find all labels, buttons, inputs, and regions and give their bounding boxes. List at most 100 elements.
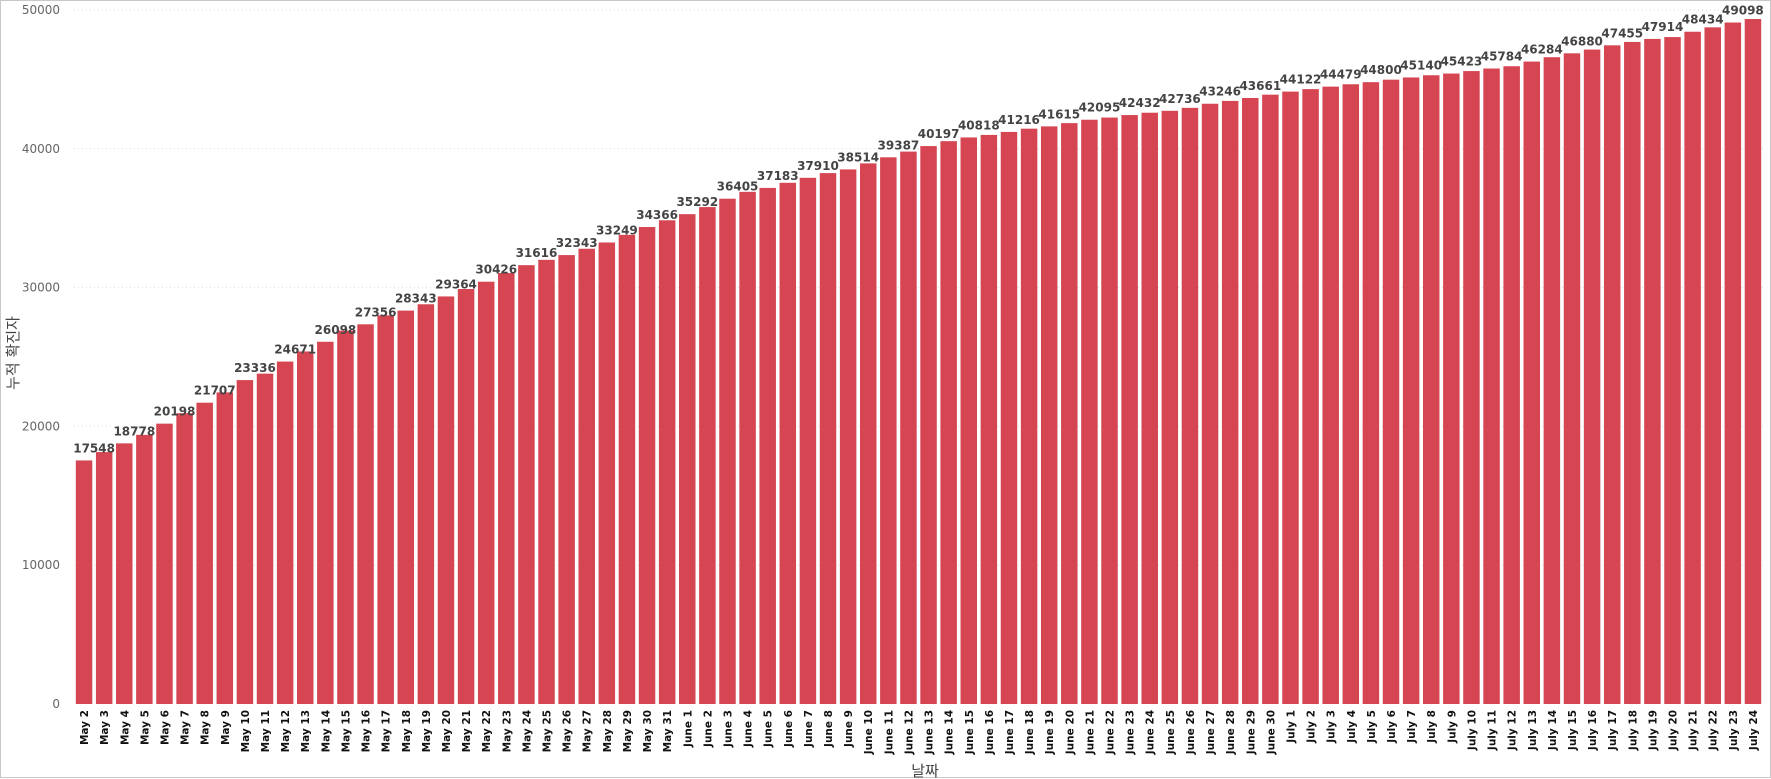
x-tick-label: May 25 bbox=[542, 710, 554, 752]
bar bbox=[457, 288, 475, 704]
data-label: 43661 bbox=[1239, 79, 1281, 93]
x-tick-label: July 20 bbox=[1668, 710, 1680, 751]
bar bbox=[1201, 103, 1219, 704]
data-label: 42432 bbox=[1119, 96, 1161, 110]
bar bbox=[1543, 57, 1561, 704]
x-tick-label: July 7 bbox=[1406, 710, 1418, 744]
x-tick-label: July 5 bbox=[1366, 710, 1378, 744]
x-axis-ticks: May 2 May 3 May 4 May 5 May 6 May 7 May 8 May 9… bbox=[79, 710, 1760, 755]
bar bbox=[819, 173, 837, 705]
data-label: 42095 bbox=[1079, 101, 1121, 115]
x-tick-label: June 21 bbox=[1084, 710, 1096, 755]
x-tick-label: May 29 bbox=[622, 710, 634, 752]
bar bbox=[1141, 112, 1158, 705]
x-tick-label: June 20 bbox=[1064, 710, 1076, 755]
x-tick-label: June 5 bbox=[763, 710, 775, 748]
data-label: 36405 bbox=[717, 180, 759, 194]
x-tick-label: July 6 bbox=[1386, 710, 1398, 744]
x-tick-label: May 9 bbox=[220, 710, 232, 745]
data-label: 27356 bbox=[355, 305, 397, 319]
bar bbox=[538, 259, 555, 704]
x-tick-label: May 24 bbox=[521, 710, 533, 752]
x-tick-label: July 9 bbox=[1446, 710, 1458, 744]
bar bbox=[1603, 45, 1621, 705]
bar bbox=[1523, 61, 1541, 705]
data-label: 47455 bbox=[1601, 26, 1643, 40]
data-label: 47914 bbox=[1642, 20, 1684, 34]
bar bbox=[1402, 77, 1420, 705]
x-tick-label: July 8 bbox=[1426, 710, 1438, 744]
bar bbox=[1624, 41, 1641, 704]
x-tick-label: July 1 bbox=[1285, 710, 1297, 744]
data-label: 44479 bbox=[1320, 68, 1362, 82]
bar bbox=[1342, 84, 1360, 705]
x-tick-label: May 5 bbox=[139, 710, 151, 745]
bar bbox=[618, 234, 636, 704]
data-label: 28343 bbox=[395, 292, 437, 306]
x-tick-label: May 6 bbox=[159, 710, 171, 745]
data-label: 46880 bbox=[1561, 34, 1603, 48]
x-tick-label: June 18 bbox=[1024, 710, 1036, 755]
y-tick-label: 20000 bbox=[22, 419, 60, 433]
data-label: 33249 bbox=[596, 224, 638, 238]
bar bbox=[1644, 38, 1661, 705]
bar bbox=[95, 452, 113, 704]
data-label: 45140 bbox=[1400, 58, 1442, 72]
x-axis-title: 날짜 bbox=[911, 762, 939, 779]
x-tick-label: May 28 bbox=[602, 710, 614, 752]
bar bbox=[799, 177, 817, 704]
bar bbox=[1020, 128, 1038, 704]
y-tick-label: 40000 bbox=[22, 142, 60, 156]
bar bbox=[417, 304, 435, 704]
bar bbox=[1503, 66, 1520, 705]
bar bbox=[739, 191, 756, 704]
x-tick-label: July 13 bbox=[1527, 710, 1539, 751]
bar bbox=[1262, 94, 1279, 705]
bar bbox=[1221, 100, 1239, 704]
data-label: 43246 bbox=[1199, 85, 1241, 99]
data-label: 20198 bbox=[154, 405, 196, 419]
x-tick-label: June 1 bbox=[682, 710, 694, 748]
data-label: 37183 bbox=[757, 169, 799, 183]
bar bbox=[1443, 73, 1460, 705]
data-label: 49098 bbox=[1722, 4, 1764, 18]
x-tick-label: June 12 bbox=[903, 710, 915, 755]
x-tick-label: June 26 bbox=[1185, 710, 1197, 755]
bar bbox=[1302, 89, 1319, 705]
x-tick-label: June 19 bbox=[1044, 710, 1056, 755]
bar bbox=[357, 324, 374, 704]
bar bbox=[960, 137, 978, 704]
x-tick-label: May 21 bbox=[461, 710, 473, 752]
data-label: 38514 bbox=[837, 150, 879, 164]
data-label: 37910 bbox=[797, 159, 839, 173]
bar bbox=[1744, 19, 1762, 705]
x-tick-label: July 22 bbox=[1708, 710, 1720, 751]
bar bbox=[136, 434, 153, 704]
data-label: 26098 bbox=[315, 323, 357, 337]
bar bbox=[880, 157, 897, 704]
x-tick-label: July 2 bbox=[1306, 710, 1318, 744]
bar bbox=[658, 220, 676, 705]
x-tick-label: June 4 bbox=[743, 710, 755, 748]
x-tick-label: May 3 bbox=[99, 710, 111, 745]
bar bbox=[116, 443, 133, 704]
bar bbox=[256, 373, 274, 704]
x-tick-label: July 3 bbox=[1326, 710, 1338, 744]
data-label: 24671 bbox=[274, 343, 316, 357]
data-label: 34366 bbox=[636, 208, 678, 222]
x-tick-label: June 17 bbox=[1004, 710, 1016, 755]
data-label: 32343 bbox=[556, 236, 598, 250]
x-tick-label: June 27 bbox=[1205, 710, 1217, 755]
x-tick-label: July 16 bbox=[1587, 710, 1599, 751]
bar bbox=[1121, 115, 1138, 705]
bar bbox=[1161, 110, 1179, 704]
x-tick-label: July 23 bbox=[1728, 710, 1740, 751]
x-tick-label: June 3 bbox=[722, 710, 734, 748]
x-tick-label: June 2 bbox=[702, 710, 714, 748]
bar bbox=[940, 141, 957, 704]
x-tick-label: June 25 bbox=[1165, 710, 1177, 755]
data-label: 44122 bbox=[1280, 73, 1322, 87]
x-tick-label: June 15 bbox=[964, 710, 976, 755]
